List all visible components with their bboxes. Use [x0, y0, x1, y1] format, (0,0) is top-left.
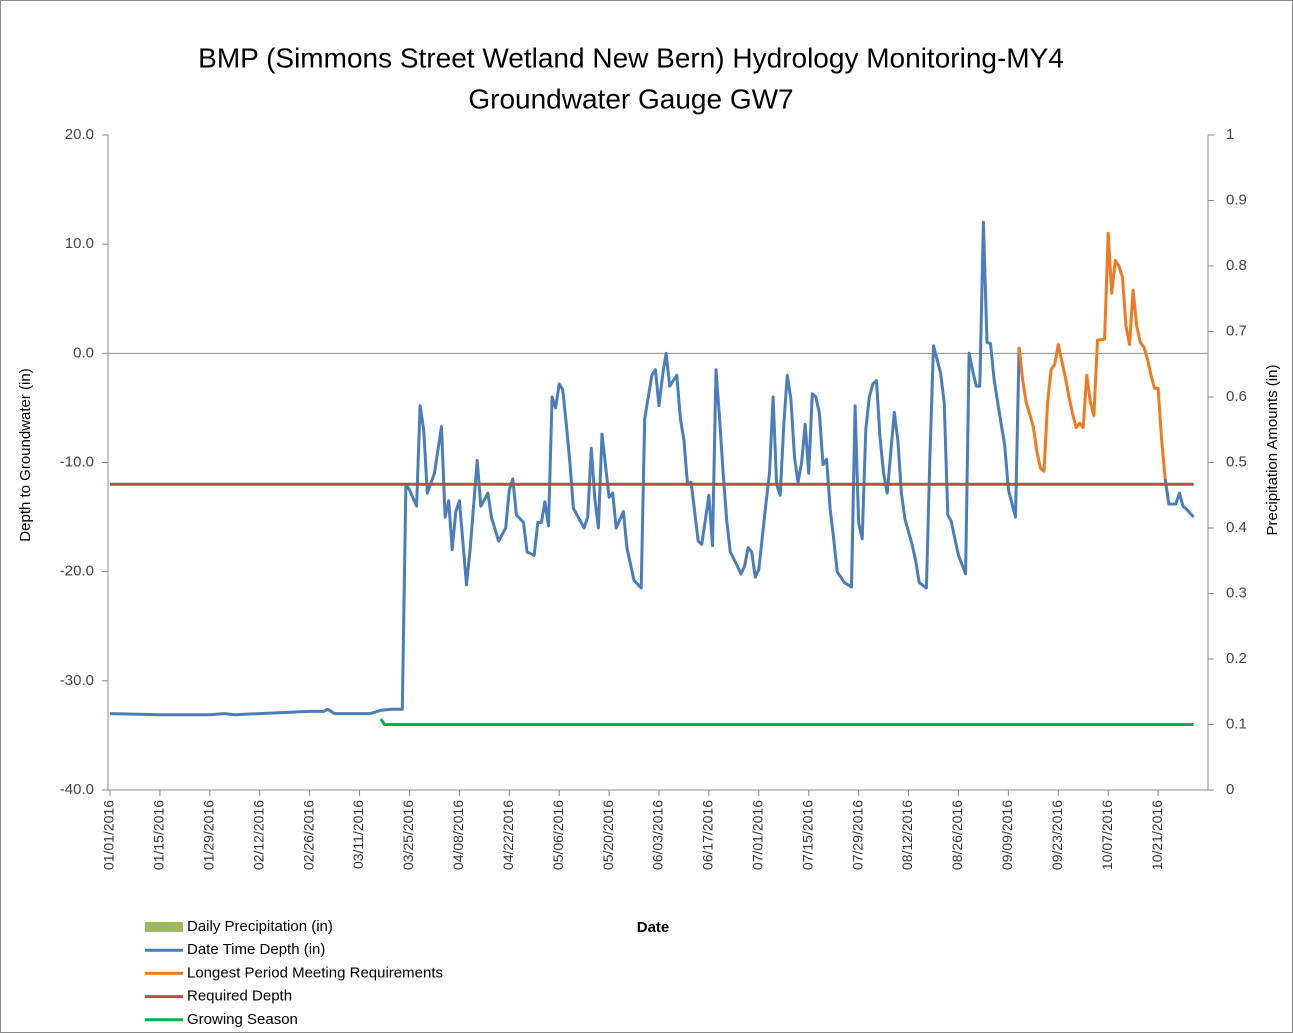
series-line	[109, 220, 1195, 717]
x-tick-label: 09/23/2016	[1049, 800, 1065, 870]
y2-tick-label: 0.8	[1226, 257, 1247, 274]
y2-tick-label: 0.1	[1226, 715, 1247, 732]
x-tick-label: 07/15/2016	[799, 800, 815, 870]
legend-label: Daily Precipitation (in)	[187, 918, 333, 935]
y-tick-label: -30.0	[60, 672, 94, 689]
y-tick-label: -10.0	[60, 453, 94, 470]
y2-tick-label: 0.2	[1226, 650, 1247, 667]
y2-tick-label: 1	[1226, 126, 1234, 143]
y-tick-label: -20.0	[60, 563, 94, 580]
chart-subtitle: Groundwater Gauge GW7	[468, 83, 793, 114]
legend-label: Growing Season	[187, 1011, 298, 1028]
x-tick-label: 01/29/2016	[201, 800, 217, 870]
x-tick-label: 01/01/2016	[101, 800, 117, 870]
x-tick-label: 02/12/2016	[250, 800, 266, 870]
x-tick-label: 03/25/2016	[400, 800, 416, 870]
x-tick-label: 05/06/2016	[550, 800, 566, 870]
x-axis-label: Date	[637, 919, 670, 936]
series-line	[379, 718, 1194, 726]
x-tick-label: 09/09/2016	[999, 800, 1015, 870]
x-tick-label: 04/08/2016	[450, 800, 466, 870]
y2-tick-label: 0.5	[1226, 453, 1247, 470]
x-tick-label: 01/15/2016	[151, 800, 167, 870]
x-tick-label: 08/12/2016	[899, 800, 915, 870]
y-tick-label: 10.0	[65, 235, 94, 252]
x-tick-label: 08/26/2016	[949, 800, 965, 870]
x-tick-label: 04/22/2016	[500, 800, 516, 870]
x-tick-label: 03/11/2016	[350, 800, 366, 869]
x-tick-label: 06/17/2016	[700, 800, 716, 870]
x-tick-label: 06/03/2016	[650, 800, 666, 870]
x-tick-label: 10/21/2016	[1149, 800, 1165, 870]
x-tick-label: 07/29/2016	[849, 800, 865, 870]
legend-label: Longest Period Meeting Requirements	[187, 964, 443, 981]
chart-title: BMP (Simmons Street Wetland New Bern) Hy…	[198, 42, 1064, 73]
x-tick-label: 07/01/2016	[750, 800, 766, 870]
series-line	[1017, 231, 1167, 480]
legend-label: Date Time Depth (in)	[187, 941, 325, 958]
x-tick-label: 05/20/2016	[600, 800, 616, 870]
y2-tick-label: 0.4	[1226, 519, 1247, 536]
x-tick-label: 02/26/2016	[300, 800, 316, 870]
y2-tick-label: 0.6	[1226, 388, 1247, 405]
y-axis-label: Depth to Groundwater (in)	[17, 368, 34, 541]
y2-tick-label: 0.7	[1226, 322, 1247, 339]
legend-swatch	[145, 922, 183, 932]
y-tick-label: 0.0	[73, 344, 94, 361]
y2-axis-label: Precipitation Amounts (in)	[1264, 365, 1281, 536]
y2-tick-label: 0.9	[1226, 191, 1247, 208]
y-tick-label: -40.0	[60, 781, 94, 798]
y-tick-label: 20.0	[65, 126, 94, 143]
x-tick-label: 10/07/2016	[1099, 800, 1115, 870]
legend-label: Required Depth	[187, 988, 292, 1005]
y2-tick-label: 0.3	[1226, 584, 1247, 601]
y2-tick-label: 0	[1226, 781, 1234, 798]
